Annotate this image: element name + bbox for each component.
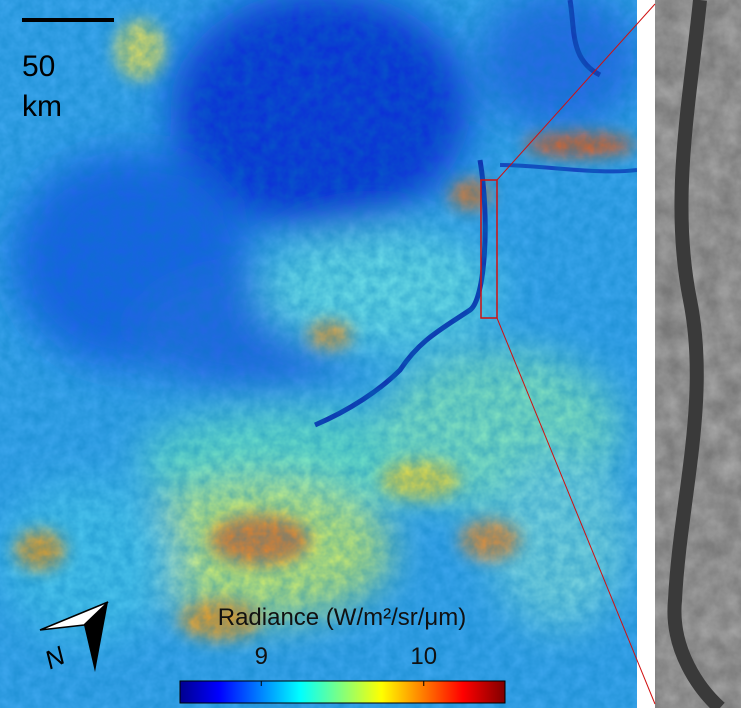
north-arrow: N (39, 601, 109, 675)
colorbar: Radiance (W/m²/sr/μm) (179, 604, 506, 704)
colorbar-gradient (179, 680, 506, 704)
zoom-panel (655, 0, 741, 708)
scale-value: 50 (22, 50, 55, 83)
radiance-map (0, 0, 637, 708)
colorbar-tick-label: 9 (255, 643, 268, 670)
colorbar-tick-label: 10 (410, 643, 437, 670)
zoom-box (480, 179, 498, 319)
colorbar-title: Radiance (W/m²/sr/μm) (218, 604, 467, 631)
zoom-line (496, 3, 656, 181)
scale-unit: km (22, 90, 62, 123)
zoom-line (496, 317, 656, 705)
